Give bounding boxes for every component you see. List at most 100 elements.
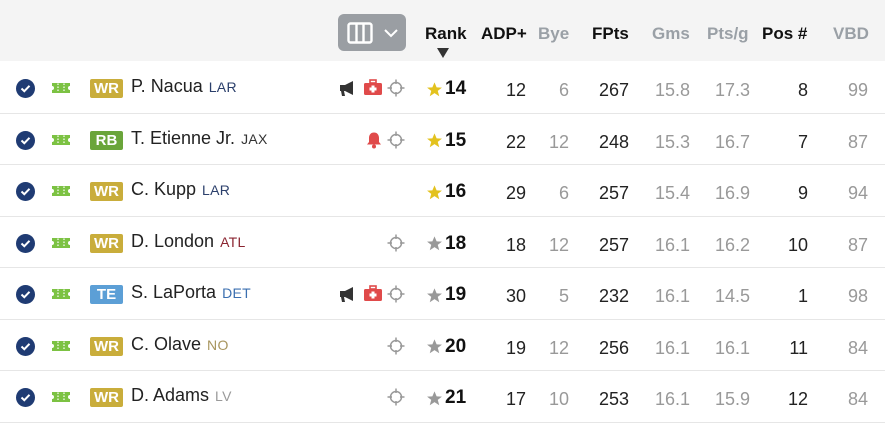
bye-value: 5 <box>558 286 569 306</box>
player-name-link[interactable]: S. LaPorta DET <box>131 282 251 303</box>
column-header-vbd[interactable]: VBD <box>833 24 869 43</box>
columns-toggle-button[interactable] <box>338 14 406 51</box>
checkmark-icon[interactable] <box>16 130 35 150</box>
table-row[interactable]: TE S. LaPorta DET 19 30 5 232 16.1 14.5 1 98 <box>0 268 885 320</box>
player-name-link[interactable]: C. Olave NO <box>131 334 229 355</box>
vbd-value: 84 <box>847 337 868 358</box>
target-icon[interactable] <box>387 285 405 308</box>
player-name: D. Adams <box>131 385 210 405</box>
ptsg-value: 14.5 <box>714 286 750 306</box>
injury-kit-icon[interactable] <box>363 285 383 308</box>
vbd-value: 98 <box>847 286 868 306</box>
column-header-pos[interactable]: Pos # <box>762 24 808 43</box>
rank-cell: 15 <box>426 130 466 152</box>
player-name-link[interactable]: D. London ATL <box>131 231 246 252</box>
ticket-icon[interactable] <box>50 287 72 306</box>
column-header-gms[interactable]: Gms <box>652 24 690 43</box>
table-row[interactable]: WR C. Olave NO 20 19 12 256 16.1 16.1 11 84 <box>0 320 885 371</box>
rank-cell: 19 <box>426 284 466 306</box>
ticket-icon[interactable] <box>50 390 72 409</box>
news-megaphone-icon[interactable] <box>339 285 359 308</box>
posn-value: 11 <box>789 337 808 358</box>
player-name: C. Olave <box>131 333 202 354</box>
ticket-icon[interactable] <box>50 184 72 203</box>
team-abbreviation: ATL <box>220 233 246 250</box>
ticket-icon[interactable] <box>50 81 72 100</box>
player-name: S. LaPorta <box>131 282 217 302</box>
rank-cell: 16 <box>426 181 466 203</box>
checkmark-icon[interactable] <box>16 285 35 304</box>
fpts-value: 256 <box>598 337 629 358</box>
vbd-value: 87 <box>847 234 868 255</box>
star-icon[interactable] <box>426 390 443 407</box>
star-icon[interactable] <box>426 132 443 149</box>
sort-descending-icon <box>437 48 449 58</box>
posn-value: 7 <box>797 131 808 152</box>
player-name-link[interactable]: T. Etienne Jr. JAX <box>131 128 268 149</box>
target-icon[interactable] <box>387 388 405 411</box>
fpts-value: 253 <box>598 389 629 409</box>
column-header-fpts[interactable]: FPts <box>592 24 629 43</box>
table-header: Rank ADP+ Bye FPts Gms Pts/g Pos # VBD <box>0 0 885 61</box>
adp-value: 30 <box>505 286 526 306</box>
star-icon[interactable] <box>426 338 443 355</box>
target-icon[interactable] <box>387 234 405 257</box>
column-header-adp[interactable]: ADP+ <box>481 24 527 43</box>
rank-cell: 14 <box>426 78 466 100</box>
ptsg-value: 16.1 <box>714 337 750 358</box>
checkmark-icon[interactable] <box>16 336 35 356</box>
posn-value: 8 <box>797 80 808 100</box>
alert-bell-icon[interactable] <box>365 131 383 154</box>
star-icon[interactable] <box>426 235 443 252</box>
injury-kit-icon[interactable] <box>363 79 383 102</box>
position-badge: WR <box>90 233 123 253</box>
ticket-icon[interactable] <box>50 133 72 152</box>
star-icon[interactable] <box>426 81 443 98</box>
team-abbreviation: LAR <box>202 182 231 198</box>
player-name: D. London <box>131 230 215 251</box>
player-name-link[interactable]: C. Kupp LAR <box>131 179 230 200</box>
checkmark-icon[interactable] <box>16 79 35 98</box>
team-abbreviation: LV <box>215 388 232 404</box>
news-megaphone-icon[interactable] <box>339 79 359 102</box>
column-header-pts-g[interactable]: Pts/g <box>707 24 749 43</box>
ptsg-value: 16.2 <box>714 234 750 255</box>
gms-value: 16.1 <box>654 234 690 255</box>
target-icon[interactable] <box>387 131 405 154</box>
table-row[interactable]: WR C. Kupp LAR 16 29 6 257 15.4 16.9 9 94 <box>0 165 885 217</box>
posn-value: 10 <box>787 234 808 255</box>
ticket-icon[interactable] <box>50 339 72 358</box>
gms-value: 16.1 <box>654 337 690 358</box>
player-name-link[interactable]: P. Nacua LAR <box>131 76 237 97</box>
rank-value: 14 <box>445 78 467 99</box>
gms-value: 16.1 <box>654 389 690 409</box>
target-icon[interactable] <box>387 337 405 360</box>
column-header-bye[interactable]: Bye <box>538 24 570 43</box>
player-name: T. Etienne Jr. <box>131 127 236 148</box>
checkmark-icon[interactable] <box>16 182 35 201</box>
table-row[interactable]: WR D. Adams LV 21 17 10 253 16.1 15.9 12 84 <box>0 371 885 423</box>
posn-value: 1 <box>797 286 808 306</box>
column-header-rank[interactable]: Rank <box>425 24 467 43</box>
checkmark-icon[interactable] <box>16 233 35 253</box>
star-icon[interactable] <box>426 184 443 201</box>
position-badge: RB <box>90 130 123 150</box>
ptsg-value: 16.7 <box>714 131 750 152</box>
table-row[interactable]: WR P. Nacua LAR 14 12 6 267 15.8 17.3 8 99 <box>0 62 885 114</box>
ticket-icon[interactable] <box>50 236 72 255</box>
table-row[interactable]: WR D. London ATL 18 18 12 257 16.1 16.2 10 87 <box>0 217 885 268</box>
player-name-link[interactable]: D. Adams LV <box>131 385 232 406</box>
ptsg-value: 15.9 <box>714 389 750 409</box>
table-row[interactable]: RB T. Etienne Jr. JAX 15 22 12 248 15.3 16.7 7 87 <box>0 114 885 165</box>
vbd-value: 99 <box>847 80 868 100</box>
star-icon[interactable] <box>426 287 443 304</box>
position-badge: WR <box>90 388 123 407</box>
target-icon[interactable] <box>387 79 405 102</box>
player-name: P. Nacua <box>131 76 203 96</box>
checkmark-icon[interactable] <box>16 388 35 407</box>
fpts-value: 232 <box>598 286 629 306</box>
posn-value: 12 <box>787 389 808 409</box>
gms-value: 15.8 <box>654 80 690 100</box>
adp-value: 19 <box>505 337 526 358</box>
fpts-value: 257 <box>598 183 629 203</box>
